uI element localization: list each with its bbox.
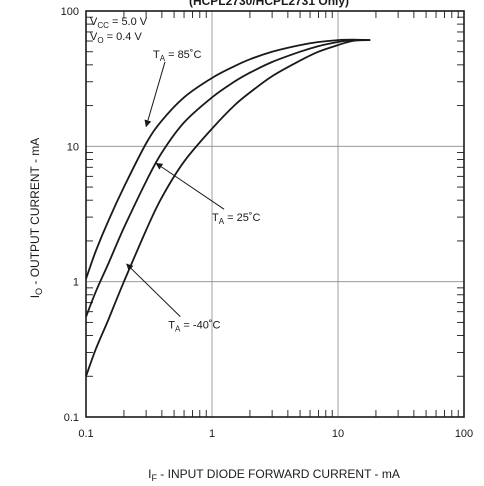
chart-title: (HCPL2730/HCPL2731 Only) [189, 0, 349, 8]
x-tick-label: 0.1 [78, 428, 93, 440]
condition-vo: VO = 0.4 V [90, 31, 142, 45]
y-tick-label: 100 [61, 6, 79, 18]
series-label-0: TA = 85˚C [153, 49, 202, 63]
x-axis-label: IF - INPUT DIODE FORWARD CURRENT - mA [148, 467, 400, 483]
grid-layer [86, 11, 464, 417]
x-tick-label: 10 [332, 428, 344, 440]
y-tick-label: 1 [73, 277, 79, 289]
curve-series-1 [85, 39, 371, 318]
curve-layer [85, 38, 371, 377]
curve-series-0 [85, 38, 371, 280]
series-arrow-0 [144, 61, 166, 128]
series-arrow-1 [155, 162, 225, 210]
series-arrow-2 [126, 263, 181, 317]
annotation-layer: TA = 85˚C TA = 25˚C TA = -40˚C [126, 49, 261, 334]
curve-series-2 [85, 39, 371, 377]
series-label-1: TA = 25˚C [212, 212, 261, 226]
tick-layer: 0.1 1 10 100 0.1 1 10 100 [61, 6, 474, 440]
y-tick-label: 10 [67, 141, 79, 153]
series-label-2: TA = -40˚C [168, 320, 220, 334]
plot-frame [85, 10, 465, 418]
y-tick-label: 0.1 [64, 412, 79, 424]
x-tick-label: 100 [455, 428, 473, 440]
y-axis-label: IO - OUTPUT CURRENT - mA [28, 138, 44, 299]
condition-vcc: VCC = 5.0 V [90, 16, 148, 30]
x-tick-label: 1 [209, 428, 215, 440]
